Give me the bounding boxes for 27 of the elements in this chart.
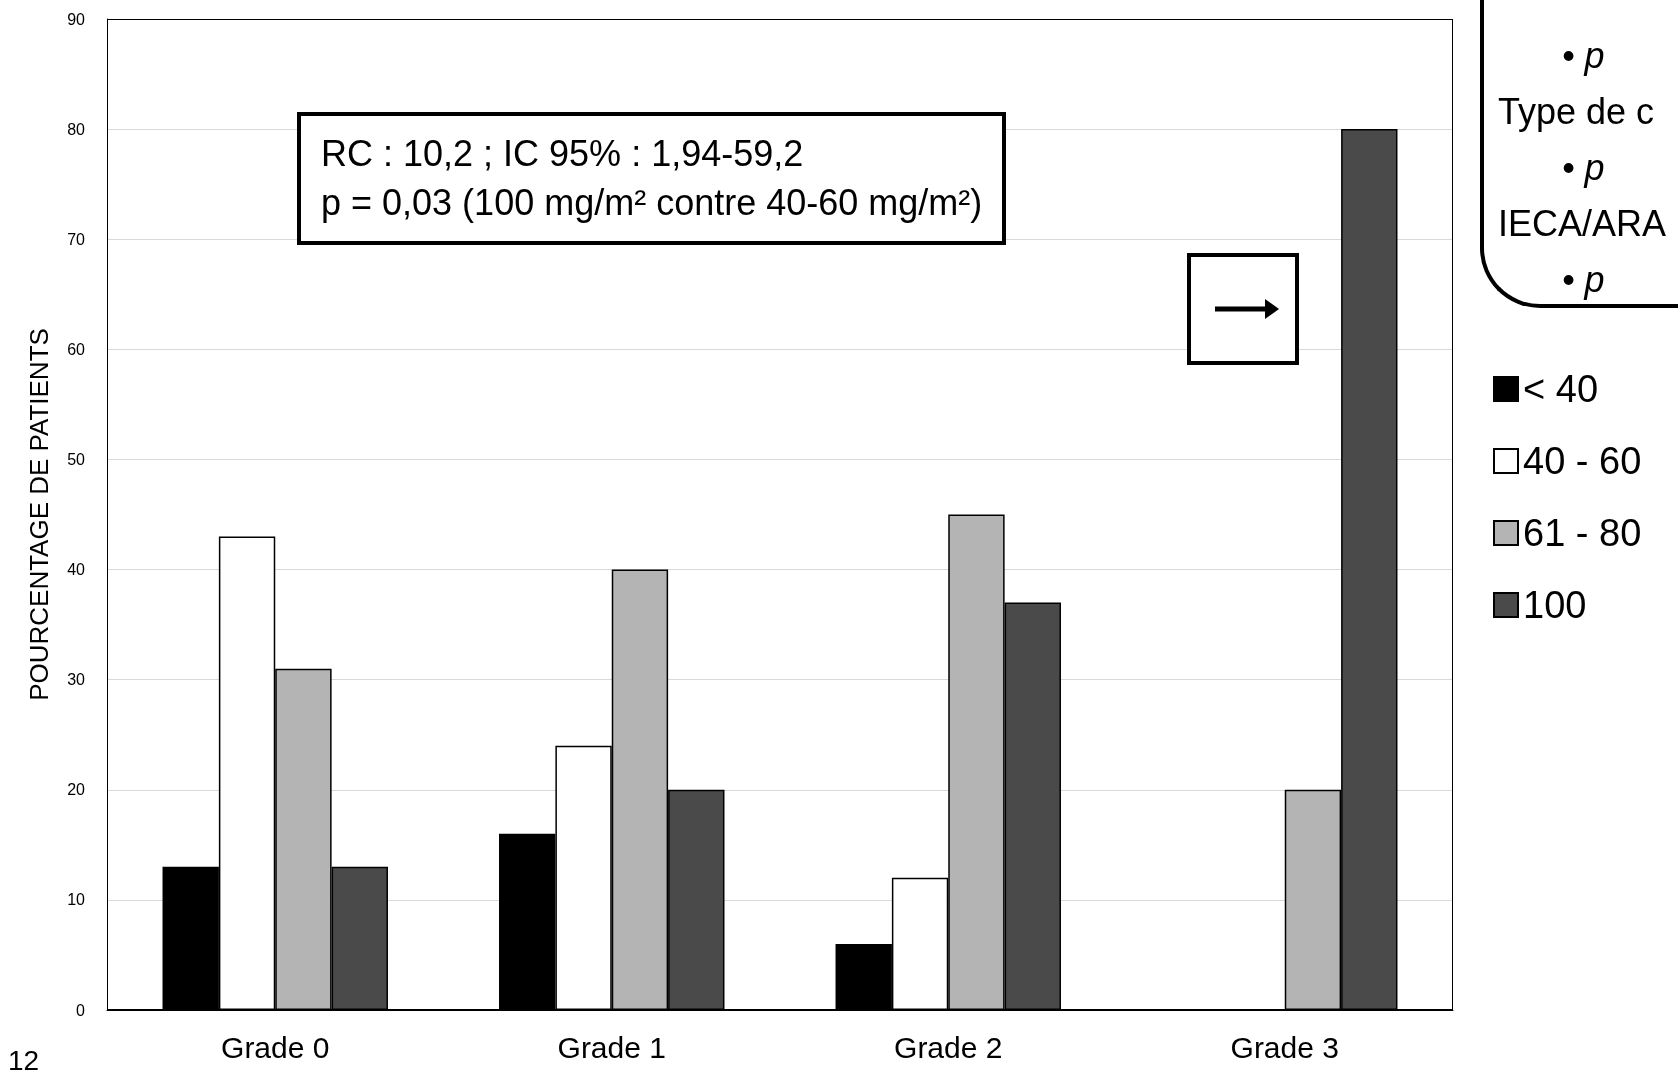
legend-label: 61 - 80 [1523,512,1642,554]
y-tick-label: 60 [67,340,86,358]
text: 12 [8,1045,40,1077]
y-tick-label: 20 [67,781,86,799]
text: • p [1561,34,1606,78]
y-tick-label: 90 [67,10,86,28]
x-tick-label: Grade 0 [221,1030,330,1064]
y-tick-label: 80 [67,120,86,138]
y-tick-label: 30 [67,671,86,689]
text: Type de c [1497,90,1656,134]
legend-label: < 40 [1523,368,1599,410]
legend-label: 40 - 60 [1523,440,1642,482]
text: • p [1561,146,1606,190]
x-tick-label: Grade 3 [1230,1030,1339,1064]
y-tick-label: 10 [67,891,86,909]
x-tick-label: Grade 1 [557,1030,666,1064]
y-tick-label: 70 [67,230,86,248]
annotation: p = 0,03 (100 mg/m² contre 40-60 mg/m²) [321,180,983,225]
x-tick-label: Grade 2 [894,1030,1003,1064]
y-tick-label: 40 [67,561,86,579]
legend-label: 100 [1523,584,1587,626]
text: • p [1561,258,1606,302]
text: IECA/ARA [1497,202,1668,246]
y-tick-label: 50 [67,450,86,468]
annotation: RC : 10,2 ; IC 95% : 1,94-59,2 [321,132,805,176]
y-axis-title: POURCENTAGE DE PATIENTS [24,328,54,701]
y-tick-label: 0 [76,1001,86,1019]
